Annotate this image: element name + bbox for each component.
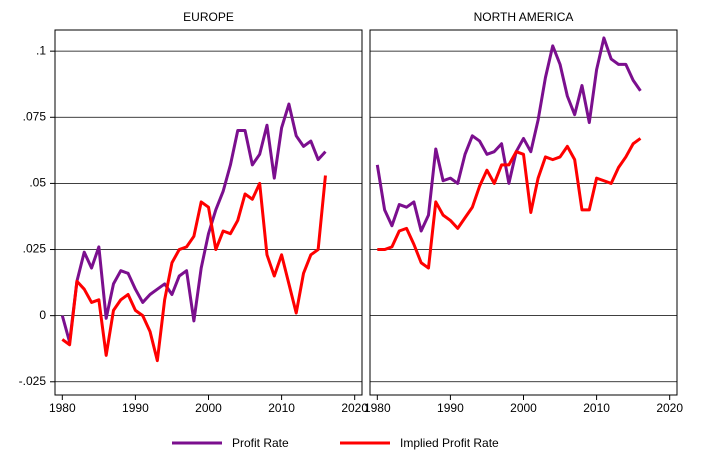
x-tick-label: 1980 [364,401,391,415]
legend-label: Implied Profit Rate [400,436,499,450]
series-line [60,102,327,344]
x-tick-label: 1980 [49,401,76,415]
x-tick-label: 2020 [341,401,368,415]
x-tick-label: 2000 [510,401,537,415]
series-line [375,36,642,233]
x-tick-label: 2010 [268,401,295,415]
series-line [377,137,642,270]
y-tick-label: .1 [36,43,46,57]
y-tick-label: .05 [29,176,46,190]
series-line [61,175,327,363]
panel-title: NORTH AMERICA [474,10,574,24]
y-tick-label: 0 [39,308,46,322]
legend-label: Profit Rate [232,436,289,450]
x-tick-label: 2020 [656,401,683,415]
panel-title: EUROPE [183,10,234,24]
x-tick-label: 2010 [583,401,610,415]
y-tick-label: -.025 [19,374,47,388]
y-tick-label: .075 [23,109,47,123]
y-tick-label: .025 [23,242,47,256]
x-tick-label: 2000 [195,401,222,415]
x-tick-label: 1990 [437,401,464,415]
x-tick-label: 1990 [122,401,149,415]
